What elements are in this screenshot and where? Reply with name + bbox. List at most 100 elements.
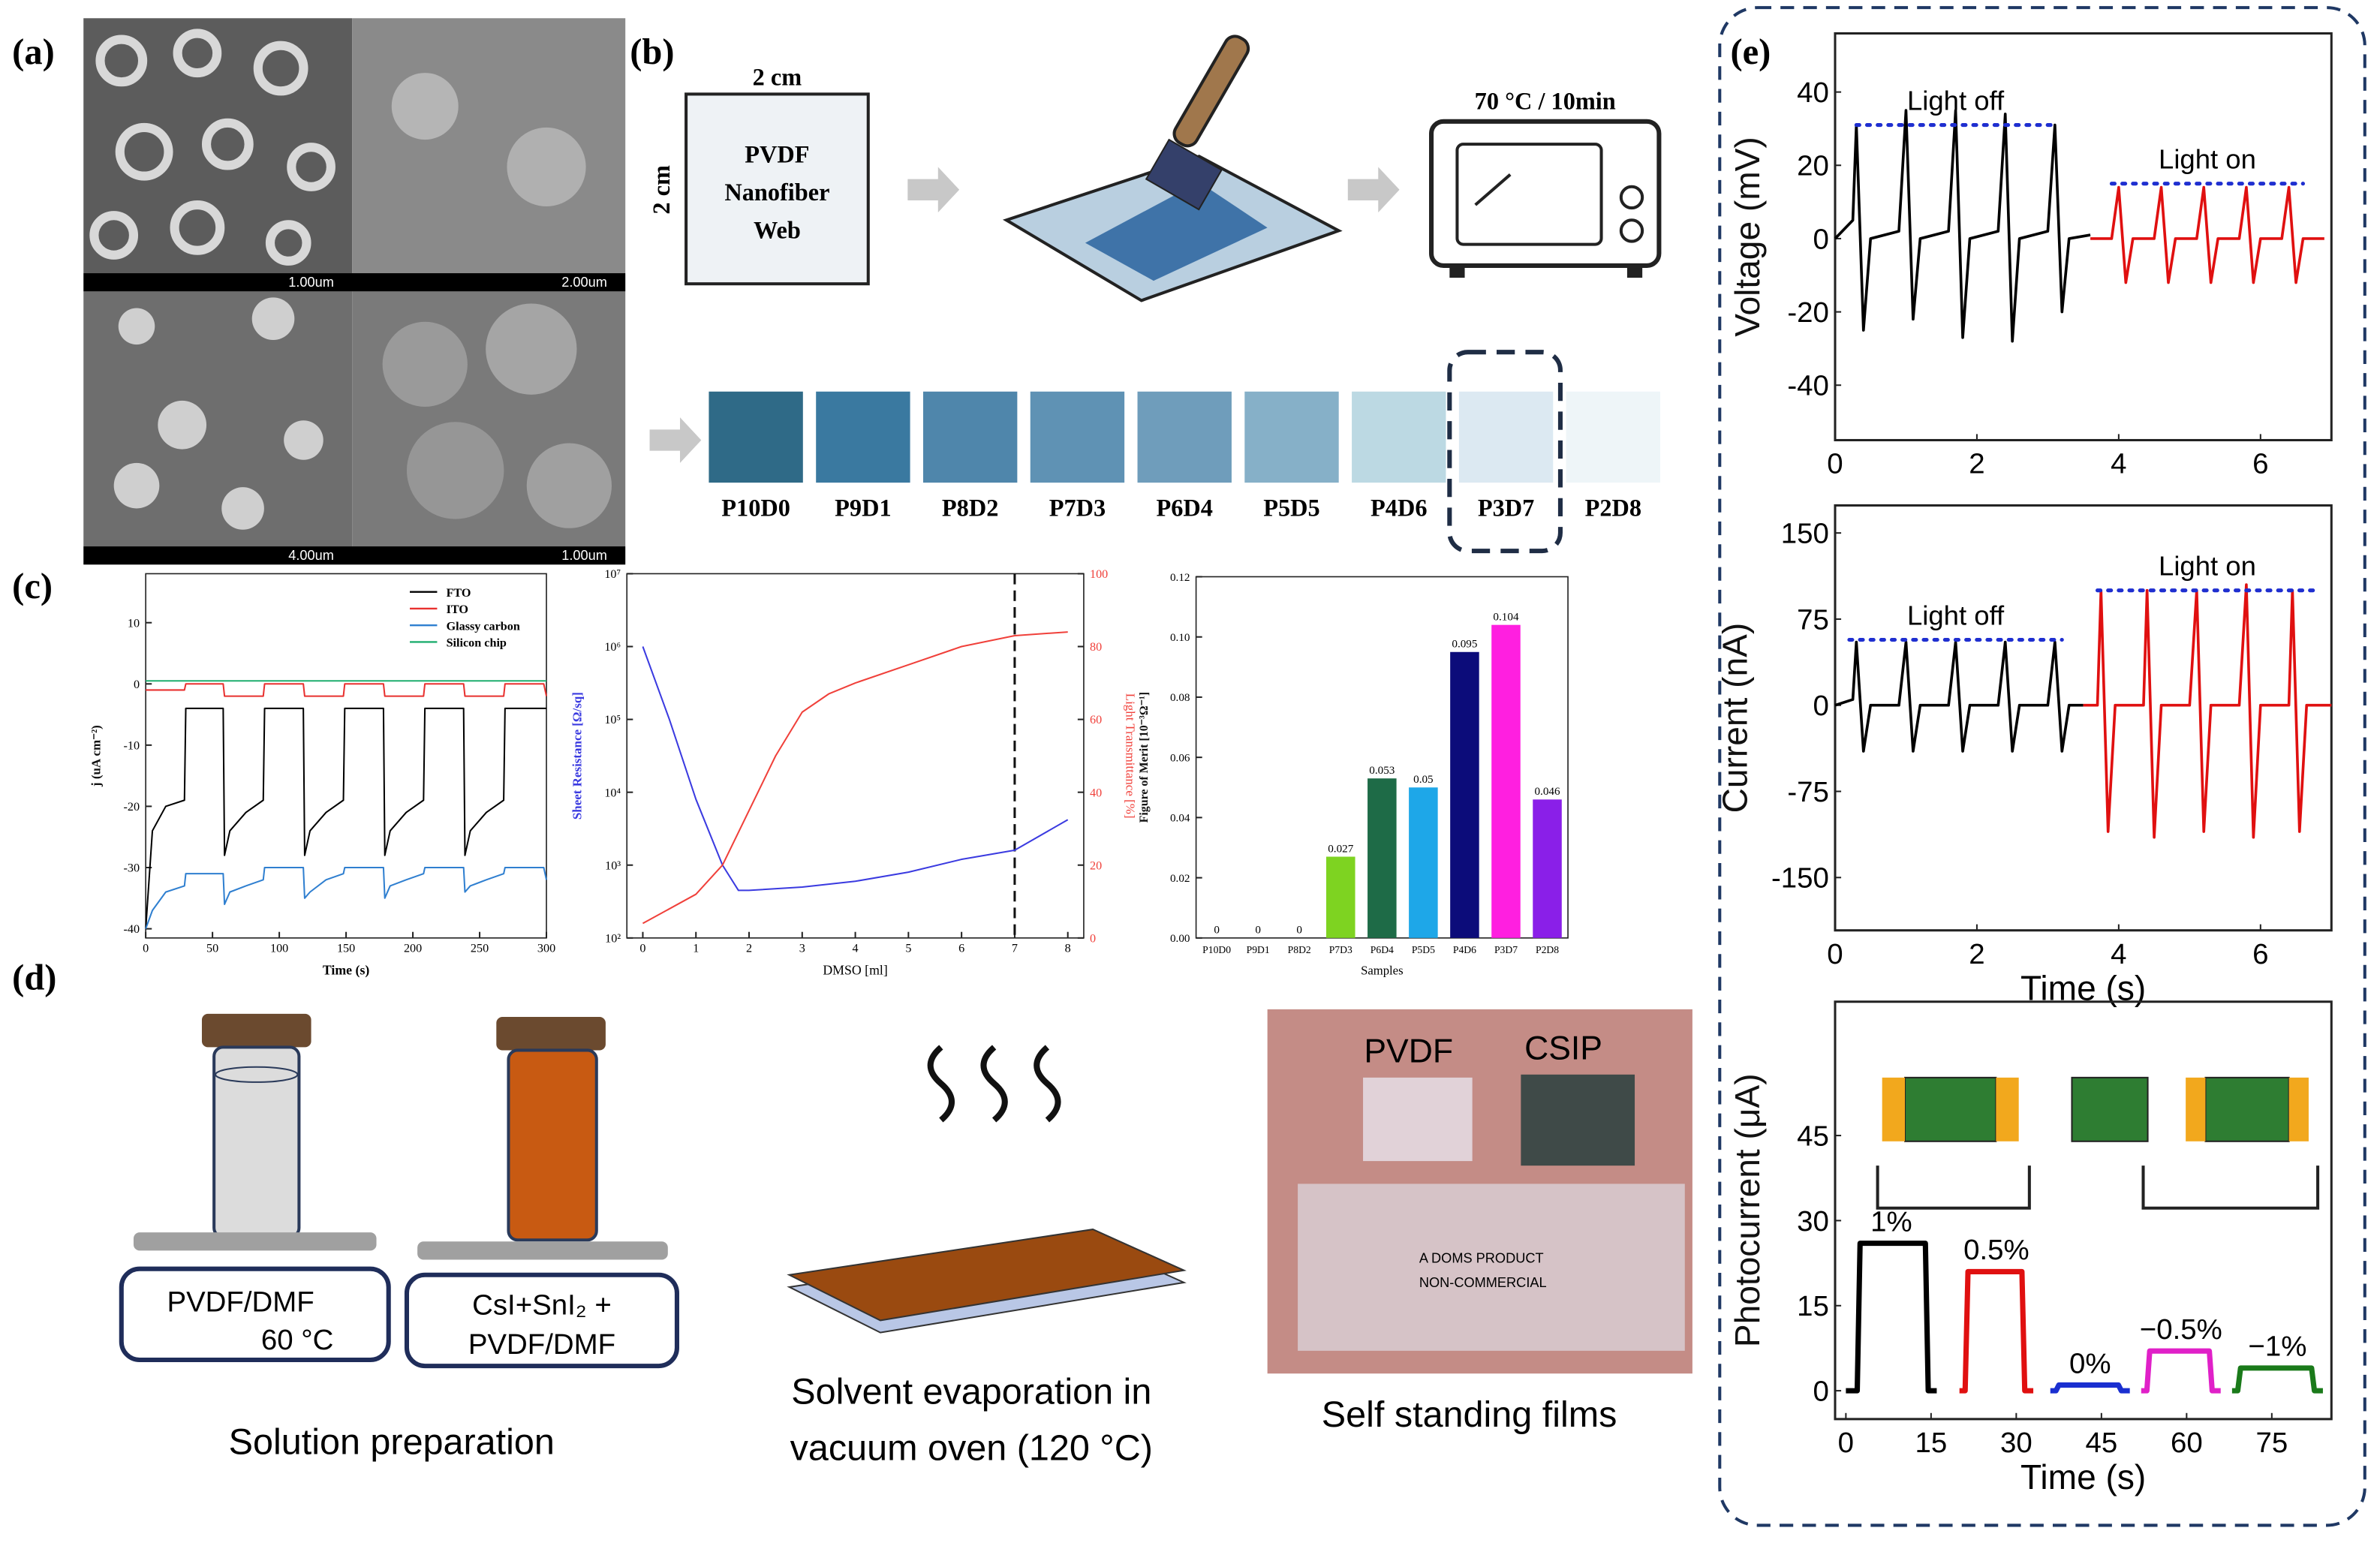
cap bbox=[496, 1016, 606, 1051]
x-tick-label: P6D4 bbox=[1371, 944, 1394, 955]
y-tick-label: 10⁶ bbox=[604, 641, 621, 654]
substrate-label: Nanofiber bbox=[724, 179, 829, 206]
x-tick-label: 150 bbox=[337, 942, 355, 955]
sem-image bbox=[352, 18, 626, 274]
tube bbox=[170, 200, 225, 255]
oven-label: 70 °C / 10min bbox=[1475, 88, 1616, 115]
step-label: Self standing films bbox=[1322, 1394, 1617, 1435]
dimension-label: 2 cm bbox=[753, 63, 802, 90]
y2-tick-label: 60 bbox=[1090, 714, 1102, 726]
sample-label: P4D6 bbox=[1371, 495, 1427, 522]
legend-label: Glassy carbon bbox=[447, 620, 520, 633]
x-tick-label: 4 bbox=[2111, 938, 2126, 970]
step-label: vacuum oven (120 °C) bbox=[790, 1427, 1153, 1468]
scale-label: 1.00um bbox=[561, 548, 607, 563]
y-axis-label: Figure of Merit [10⁻³Ω⁻¹] bbox=[1138, 692, 1151, 823]
x-tick-label: 4 bbox=[2111, 448, 2126, 480]
swatch bbox=[1352, 391, 1446, 483]
y-tick-label: 10⁷ bbox=[604, 568, 621, 581]
series-line bbox=[145, 707, 547, 929]
x-tick-label: 2 bbox=[746, 942, 752, 955]
y-tick-label: 0.10 bbox=[1170, 631, 1190, 644]
annotation: Light off bbox=[1907, 600, 2005, 630]
y-axis-label: Current (nA) bbox=[1716, 623, 1755, 814]
solution-label: PVDF/DMF bbox=[167, 1286, 314, 1318]
hotplate bbox=[133, 1232, 377, 1251]
value-label: 0.027 bbox=[1328, 842, 1354, 855]
chart: -150 -75 0 75 150 Current (nA) 0 2 4 6 Light off Li… bbox=[1716, 504, 2333, 1008]
x-tick-label: P3D7 bbox=[1494, 944, 1518, 955]
value-label: 0.05 bbox=[1413, 773, 1434, 786]
bracket bbox=[1876, 1166, 2320, 1210]
value-label: 0.095 bbox=[1452, 638, 1477, 651]
y-tick-label: -75 bbox=[1787, 776, 1829, 808]
panel-label: (d) bbox=[12, 958, 56, 998]
y-tick-label: 75 bbox=[1797, 603, 1829, 636]
arrow bbox=[1347, 167, 1400, 213]
series-line bbox=[146, 683, 548, 697]
electrode bbox=[2186, 1077, 2206, 1141]
series-line bbox=[1846, 1241, 1937, 1394]
brush-head bbox=[1145, 138, 1223, 211]
value-label: 0 bbox=[1214, 924, 1220, 937]
stirrer bbox=[119, 1266, 391, 1363]
sem-clusters bbox=[113, 73, 612, 530]
y-tick-label: 10⁴ bbox=[604, 787, 621, 799]
chart: 0 15 30 45 Photocurrent (μA) 0 15 30 45 60 75 1% 0.5… bbox=[1728, 1000, 2333, 1496]
nanofiber-web bbox=[685, 92, 870, 286]
x-tick-label: 75 bbox=[2255, 1427, 2288, 1459]
step-label: Solvent evaporation in bbox=[791, 1372, 1151, 1412]
x-tick-label: 15 bbox=[1915, 1427, 1947, 1459]
device bbox=[2071, 1076, 2149, 1142]
plot-frame bbox=[1834, 1000, 2333, 1421]
x-tick-label: P10D0 bbox=[1202, 944, 1231, 955]
grain bbox=[382, 321, 468, 407]
y2-tick-label: 0 bbox=[1090, 932, 1096, 945]
y-tick-label: 0 bbox=[1813, 1376, 1829, 1408]
swatches: P10D0 P9D1 P8D2 P7D3 P6D4 P5D5 P4D6 P3D7 P2D8 bbox=[709, 391, 1661, 522]
oven-foot bbox=[1449, 265, 1465, 278]
solution-label: PVDF/DMF bbox=[468, 1328, 615, 1361]
bar bbox=[1326, 856, 1355, 938]
y-tick-label: -30 bbox=[124, 862, 140, 875]
cluster bbox=[118, 308, 155, 345]
scale-bar bbox=[83, 546, 626, 565]
x-tick-label: 0 bbox=[1838, 1427, 1854, 1459]
grain bbox=[391, 73, 459, 140]
y-tick-label: 10 bbox=[128, 617, 140, 630]
panel-label: (e) bbox=[1730, 32, 1771, 72]
y-tick-label: 0 bbox=[134, 678, 140, 691]
electrode bbox=[2288, 1077, 2309, 1141]
annotation: Light on bbox=[2159, 143, 2256, 174]
y-axis-label: Voltage (mV) bbox=[1728, 137, 1767, 336]
y-tick-label: 10² bbox=[605, 932, 621, 945]
cap bbox=[201, 1013, 311, 1048]
y-tick-label: 0 bbox=[1813, 690, 1829, 722]
ruler-text: NON-COMMERCIAL bbox=[1419, 1275, 1547, 1290]
x-tick-label: P2D8 bbox=[1536, 944, 1559, 955]
x-tick-label: 6 bbox=[958, 942, 964, 955]
y-tick-label: 0.12 bbox=[1170, 571, 1190, 584]
x-tick-label: 100 bbox=[270, 942, 288, 955]
swatch bbox=[922, 391, 1018, 483]
swatch bbox=[1566, 391, 1661, 483]
series-line bbox=[2231, 1365, 2323, 1394]
y-tick-label: 10⁵ bbox=[604, 714, 621, 726]
device bbox=[2204, 1076, 2290, 1142]
sample-label: P5D5 bbox=[1263, 495, 1319, 522]
annotation: Light on bbox=[2159, 550, 2256, 581]
x-tick-label: 7 bbox=[1012, 942, 1018, 955]
panel-frame bbox=[1718, 6, 2366, 1527]
sample-label: P8D2 bbox=[942, 495, 998, 522]
tube bbox=[115, 122, 173, 181]
grain bbox=[406, 422, 504, 519]
ruler-text: A DOMS PRODUCT bbox=[1419, 1251, 1544, 1266]
series-line bbox=[2090, 185, 2324, 284]
x-tick-label: 30 bbox=[2000, 1427, 2032, 1459]
series-line bbox=[2141, 1348, 2221, 1394]
x-tick-label: 6 bbox=[2252, 938, 2268, 970]
fabrication: 2 cm 2 cm PVDF Nanofiber Web 70 °C / 10m… bbox=[648, 35, 1662, 554]
swatch bbox=[1244, 391, 1339, 483]
scale-bar bbox=[83, 273, 626, 292]
